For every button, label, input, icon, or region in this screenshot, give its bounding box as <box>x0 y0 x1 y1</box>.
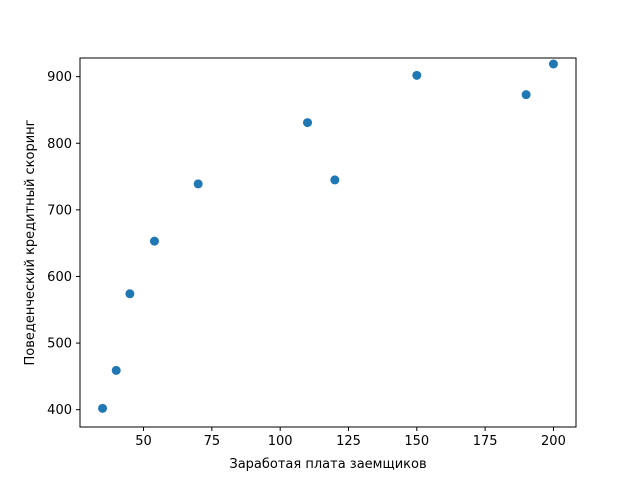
x-tick-label: 75 <box>204 434 221 449</box>
x-tick-label: 150 <box>404 434 429 449</box>
data-point <box>98 403 108 413</box>
data-point <box>412 70 422 80</box>
data-point <box>193 179 203 189</box>
x-tick-label: 125 <box>336 434 361 449</box>
x-axis-label: Заработая плата заемщиков <box>229 457 426 472</box>
plot-frame <box>79 57 577 428</box>
data-point <box>521 90 531 100</box>
x-tick-label: 175 <box>473 434 498 449</box>
axis-ticks: 50 75 100 125 150 175 200 400 500 600 700 800 900 <box>47 70 566 449</box>
y-tick-label: 700 <box>47 203 72 218</box>
data-point <box>125 289 135 299</box>
data-points <box>98 59 558 413</box>
data-point <box>111 365 121 375</box>
y-tick-label: 600 <box>47 270 72 285</box>
y-tick-label: 500 <box>47 337 72 352</box>
y-tick-label: 400 <box>47 403 72 418</box>
x-tick-label: 200 <box>541 434 566 449</box>
data-point <box>330 175 340 185</box>
x-tick-label: 100 <box>268 434 293 449</box>
y-tick-label: 900 <box>47 70 72 85</box>
data-point <box>548 59 558 69</box>
y-tick-label: 800 <box>47 137 72 152</box>
data-point <box>303 118 313 128</box>
data-point <box>149 236 159 246</box>
x-tick-label: 50 <box>135 434 152 449</box>
y-axis-label: Поведенческий кредитный скоринг <box>23 119 38 365</box>
